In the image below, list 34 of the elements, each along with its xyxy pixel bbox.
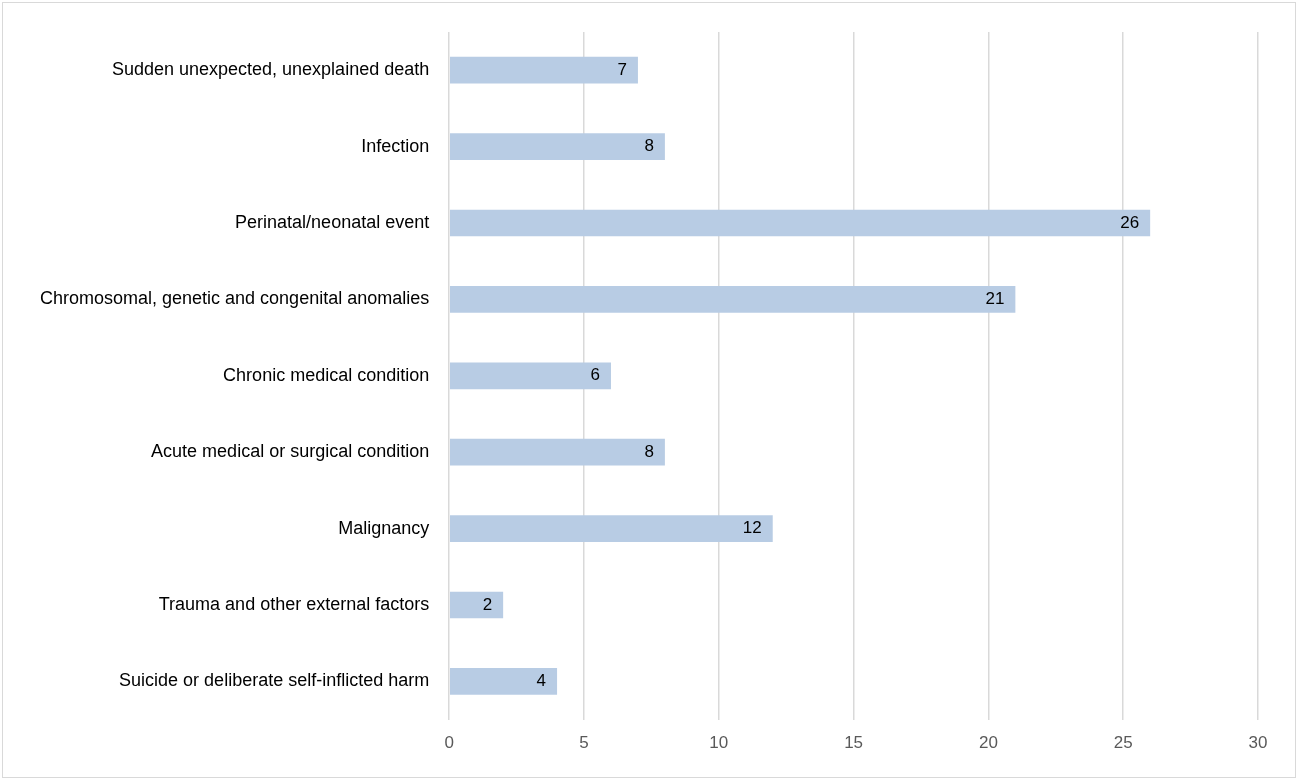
y-tick-label: Perinatal/neonatal event: [235, 211, 430, 232]
bar: [449, 286, 1016, 313]
bar: [449, 515, 773, 542]
data-label: 21: [985, 289, 1005, 309]
data-label: 12: [742, 518, 762, 538]
x-tick-label: 20: [978, 733, 998, 753]
y-tick-label: Infection: [361, 135, 430, 156]
data-label: 4: [536, 671, 547, 691]
x-tick-label: 5: [579, 733, 589, 753]
y-tick-label: Suicide or deliberate self-inflicted harm: [119, 670, 430, 691]
y-tick-label: Acute medical or surgical condition: [151, 441, 430, 462]
y-tick-label: Malignancy: [338, 517, 430, 538]
bar: [449, 438, 665, 466]
x-tick-label: 0: [444, 733, 454, 753]
bar: [449, 56, 638, 84]
bar: [449, 362, 611, 390]
y-tick-label: Trauma and other external factors: [158, 593, 430, 614]
y-tick-label: Sudden unexpected, unexplained death: [111, 59, 430, 80]
data-label: 6: [590, 365, 600, 385]
bar: [449, 209, 1151, 237]
x-tick-label: 10: [709, 733, 729, 753]
x-tick-label: 15: [844, 733, 864, 753]
x-tick-label: 30: [1248, 733, 1268, 753]
data-label: 8: [644, 136, 654, 156]
y-tick-label: Chronic medical condition: [223, 364, 430, 385]
data-label: 2: [482, 594, 493, 614]
data-label: 26: [1120, 212, 1140, 232]
bar: [449, 668, 558, 695]
data-label: 7: [617, 59, 627, 79]
bar: [449, 133, 665, 160]
data-label: 8: [644, 441, 654, 461]
bar: [449, 591, 504, 619]
y-tick-label: Chromosomal, genetic and congenital anomalies: [39, 288, 430, 309]
x-tick-label: 25: [1113, 733, 1133, 753]
